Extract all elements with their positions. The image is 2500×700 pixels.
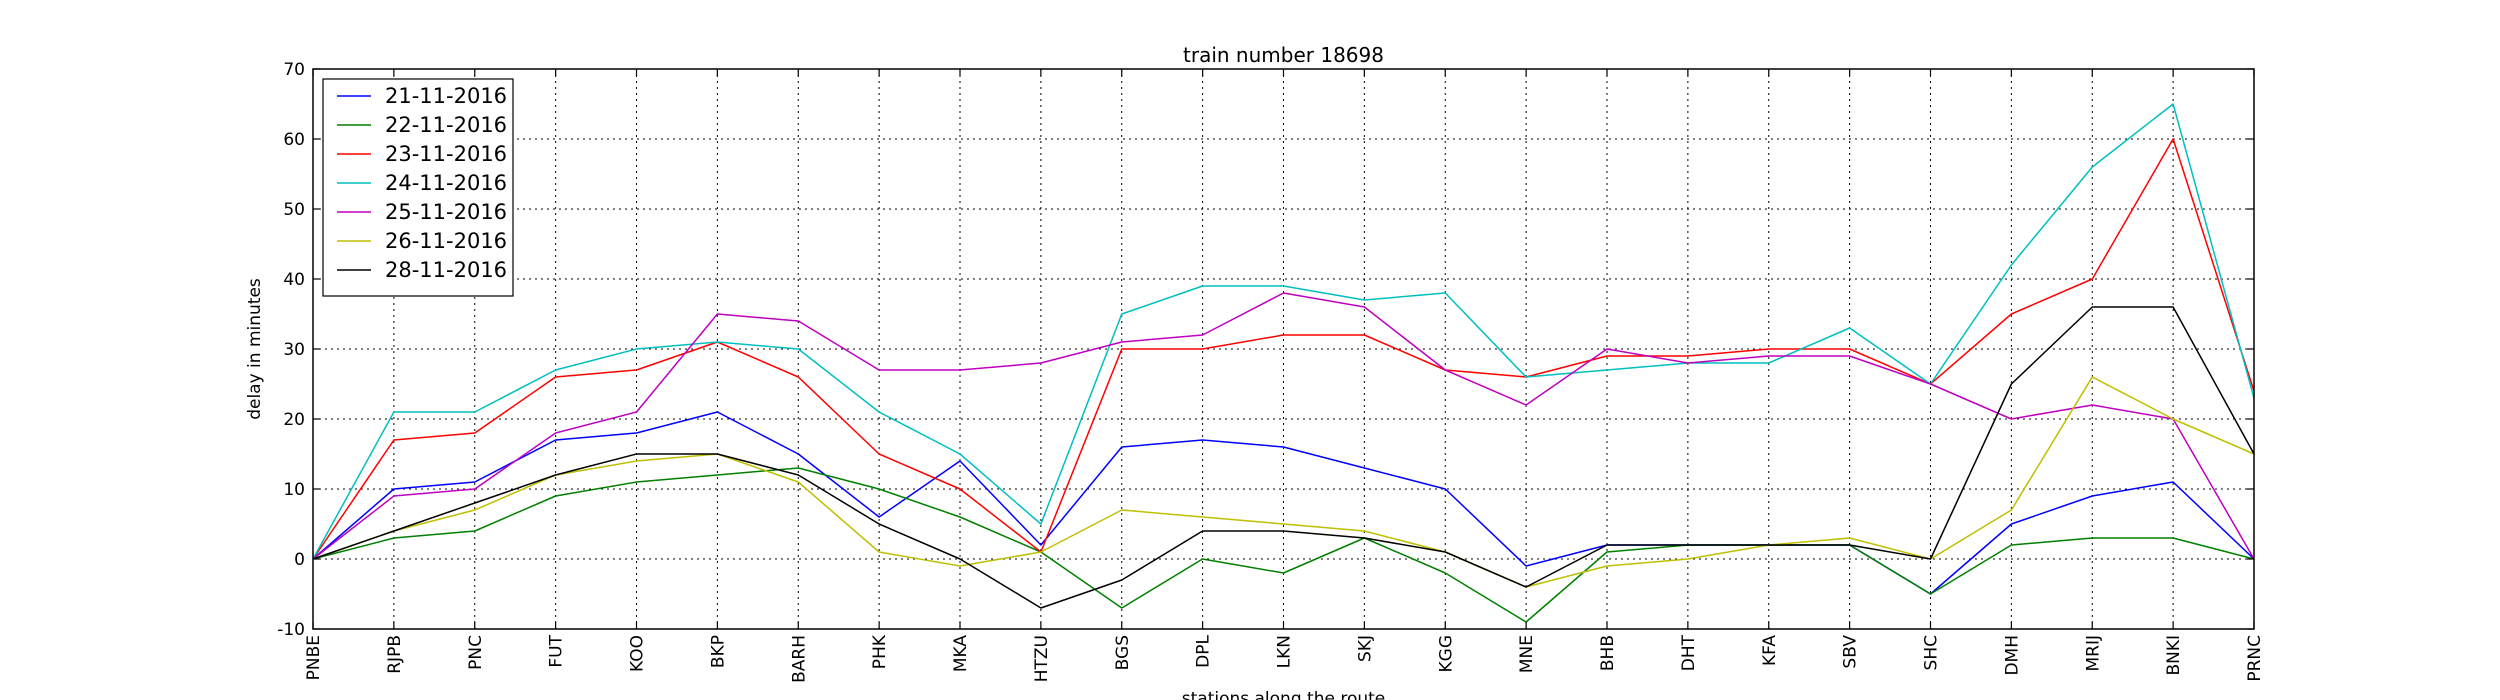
x-tick-label: SKJ <box>1355 635 1375 662</box>
x-tick-label: PNC <box>466 635 486 670</box>
x-tick-label: DMH <box>2002 635 2022 676</box>
x-tick-label: PHK <box>870 634 890 669</box>
y-tick-label: 0 <box>294 550 305 570</box>
x-tick-label: BARH <box>789 635 809 683</box>
x-tick-label: PNBE <box>304 635 324 680</box>
x-tick-label: LKN <box>1275 635 1295 668</box>
x-tick-label: MKA <box>951 635 971 673</box>
y-tick-label: -10 <box>277 620 305 640</box>
y-tick-label: 30 <box>283 340 305 360</box>
series-line <box>312 306 2255 609</box>
x-axis-title: stations along the route <box>1182 689 1386 700</box>
legend-label: 22-11-2016 <box>385 113 507 137</box>
series-line <box>312 467 2255 623</box>
chart-title: train number 18698 <box>1183 43 1384 67</box>
legend-box <box>322 78 514 297</box>
x-tick-label: MRIJ <box>2083 635 2103 672</box>
x-tick-label: PRNC <box>2245 635 2265 682</box>
x-tick-label: BNKI <box>2164 635 2184 676</box>
legend-label: 24-11-2016 <box>385 171 507 195</box>
x-tick-label: SHC <box>1922 635 1942 670</box>
y-tick-label: 40 <box>283 270 305 290</box>
x-tick-label: SBV <box>1841 635 1861 669</box>
x-tick-label: KFA <box>1760 635 1780 666</box>
legend: 21-11-2016 22-11-2016 23-11-2016 24-11-2016… <box>322 78 514 297</box>
y-tick-label: 10 <box>283 480 305 500</box>
grid-lines <box>312 68 2255 630</box>
x-tick-label: KOO <box>628 635 648 672</box>
y-tick-label: 50 <box>283 200 305 220</box>
x-tick-label: RJPB <box>385 635 405 674</box>
x-tick-label: DHT <box>1679 634 1699 671</box>
series-lines <box>312 103 2255 623</box>
x-tick-label: BKP <box>708 635 728 668</box>
legend-label: 28-11-2016 <box>385 258 507 282</box>
x-tick-label: BGS <box>1113 635 1133 670</box>
y-tick-label: 20 <box>283 410 305 430</box>
x-tick-label: BHB <box>1598 635 1618 671</box>
y-axis-title: delay in minutes <box>245 278 265 420</box>
legend-label: 21-11-2016 <box>385 84 507 108</box>
x-tick-label: FUT <box>547 634 567 667</box>
x-tick-label: KGG <box>1436 635 1456 673</box>
series-line <box>312 292 2255 560</box>
y-tick-label: 70 <box>283 60 305 80</box>
y-tick-label: 60 <box>283 130 305 150</box>
legend-label: 26-11-2016 <box>385 229 507 253</box>
x-tick-label: DPL <box>1194 634 1214 667</box>
legend-label: 23-11-2016 <box>385 142 507 166</box>
axis-ticks: -10 0 10 20 30 40 50 60 70 PNBE RJPB PNC FUT KOO BKP BA… <box>277 60 2265 683</box>
x-tick-label: HTZU <box>1032 635 1052 682</box>
legend-label: 25-11-2016 <box>385 200 507 224</box>
x-tick-label: MNE <box>1517 635 1537 673</box>
